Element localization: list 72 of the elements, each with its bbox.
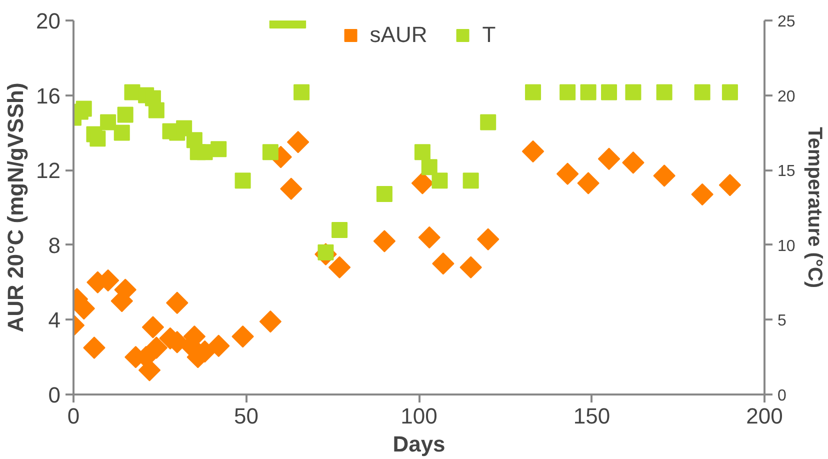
point [625, 84, 642, 100]
point [476, 228, 500, 250]
y2-tick-label: 20 [778, 88, 796, 106]
point [580, 84, 596, 100]
point [208, 334, 230, 357]
point [166, 292, 188, 314]
point [577, 172, 600, 194]
point [262, 144, 278, 160]
point [332, 222, 348, 238]
point [414, 144, 430, 160]
point [560, 84, 576, 100]
y2-tick-label: 15 [778, 163, 796, 180]
point [145, 336, 168, 359]
point [556, 162, 579, 185]
point [373, 230, 396, 252]
point [117, 106, 134, 123]
point [142, 316, 164, 338]
y2-tick-label: 5 [778, 312, 786, 330]
point [653, 164, 676, 187]
legend-label: sAUR [370, 22, 428, 48]
y-tick-label: 16 [36, 83, 61, 108]
point [210, 141, 227, 158]
point [432, 252, 454, 275]
point [76, 100, 92, 117]
point [114, 124, 130, 141]
y-axis-title: AUR 20°C (mgN/gVSSh) [3, 82, 28, 332]
point [286, 130, 310, 154]
point [722, 84, 738, 100]
y2-tick-label: 10 [778, 238, 796, 255]
y-tick-label: 4 [48, 308, 61, 333]
point [411, 172, 434, 194]
point [460, 256, 482, 278]
point [328, 256, 351, 278]
y2-axis-title: Temperature (°C) [803, 127, 826, 288]
point [694, 84, 710, 100]
y-tick-label: 20 [36, 8, 61, 34]
point [232, 325, 254, 348]
point [280, 178, 302, 200]
point [601, 84, 618, 100]
y-tick-label: 8 [48, 232, 61, 258]
legend-label: T [482, 22, 497, 48]
y2-tick-label: 25 [778, 14, 796, 30]
point [525, 84, 542, 100]
point [462, 172, 479, 189]
x-tick-label: 150 [573, 404, 610, 428]
point [522, 140, 544, 163]
point [718, 174, 742, 196]
x-tick-label: 200 [746, 404, 783, 428]
x-tick-label: 0 [67, 404, 80, 428]
point [294, 84, 310, 100]
y2-tick-label: 0 [778, 388, 786, 404]
point [432, 172, 448, 189]
point [622, 152, 644, 174]
point [83, 336, 106, 359]
y-tick-label: 12 [36, 158, 61, 184]
point [148, 102, 164, 118]
point [90, 130, 106, 147]
x-tick-label: 50 [234, 404, 258, 428]
y-tick-label: 0 [48, 382, 61, 408]
point [480, 114, 496, 130]
point [259, 310, 282, 333]
point [376, 186, 392, 202]
point [234, 172, 251, 189]
point [100, 114, 116, 130]
point [421, 159, 438, 176]
point [598, 148, 620, 170]
point [418, 226, 440, 249]
point [176, 120, 192, 136]
point [656, 84, 672, 100]
x-tick-label: 100 [400, 404, 438, 428]
point [691, 183, 714, 206]
x-axis-title: Days [392, 432, 446, 456]
